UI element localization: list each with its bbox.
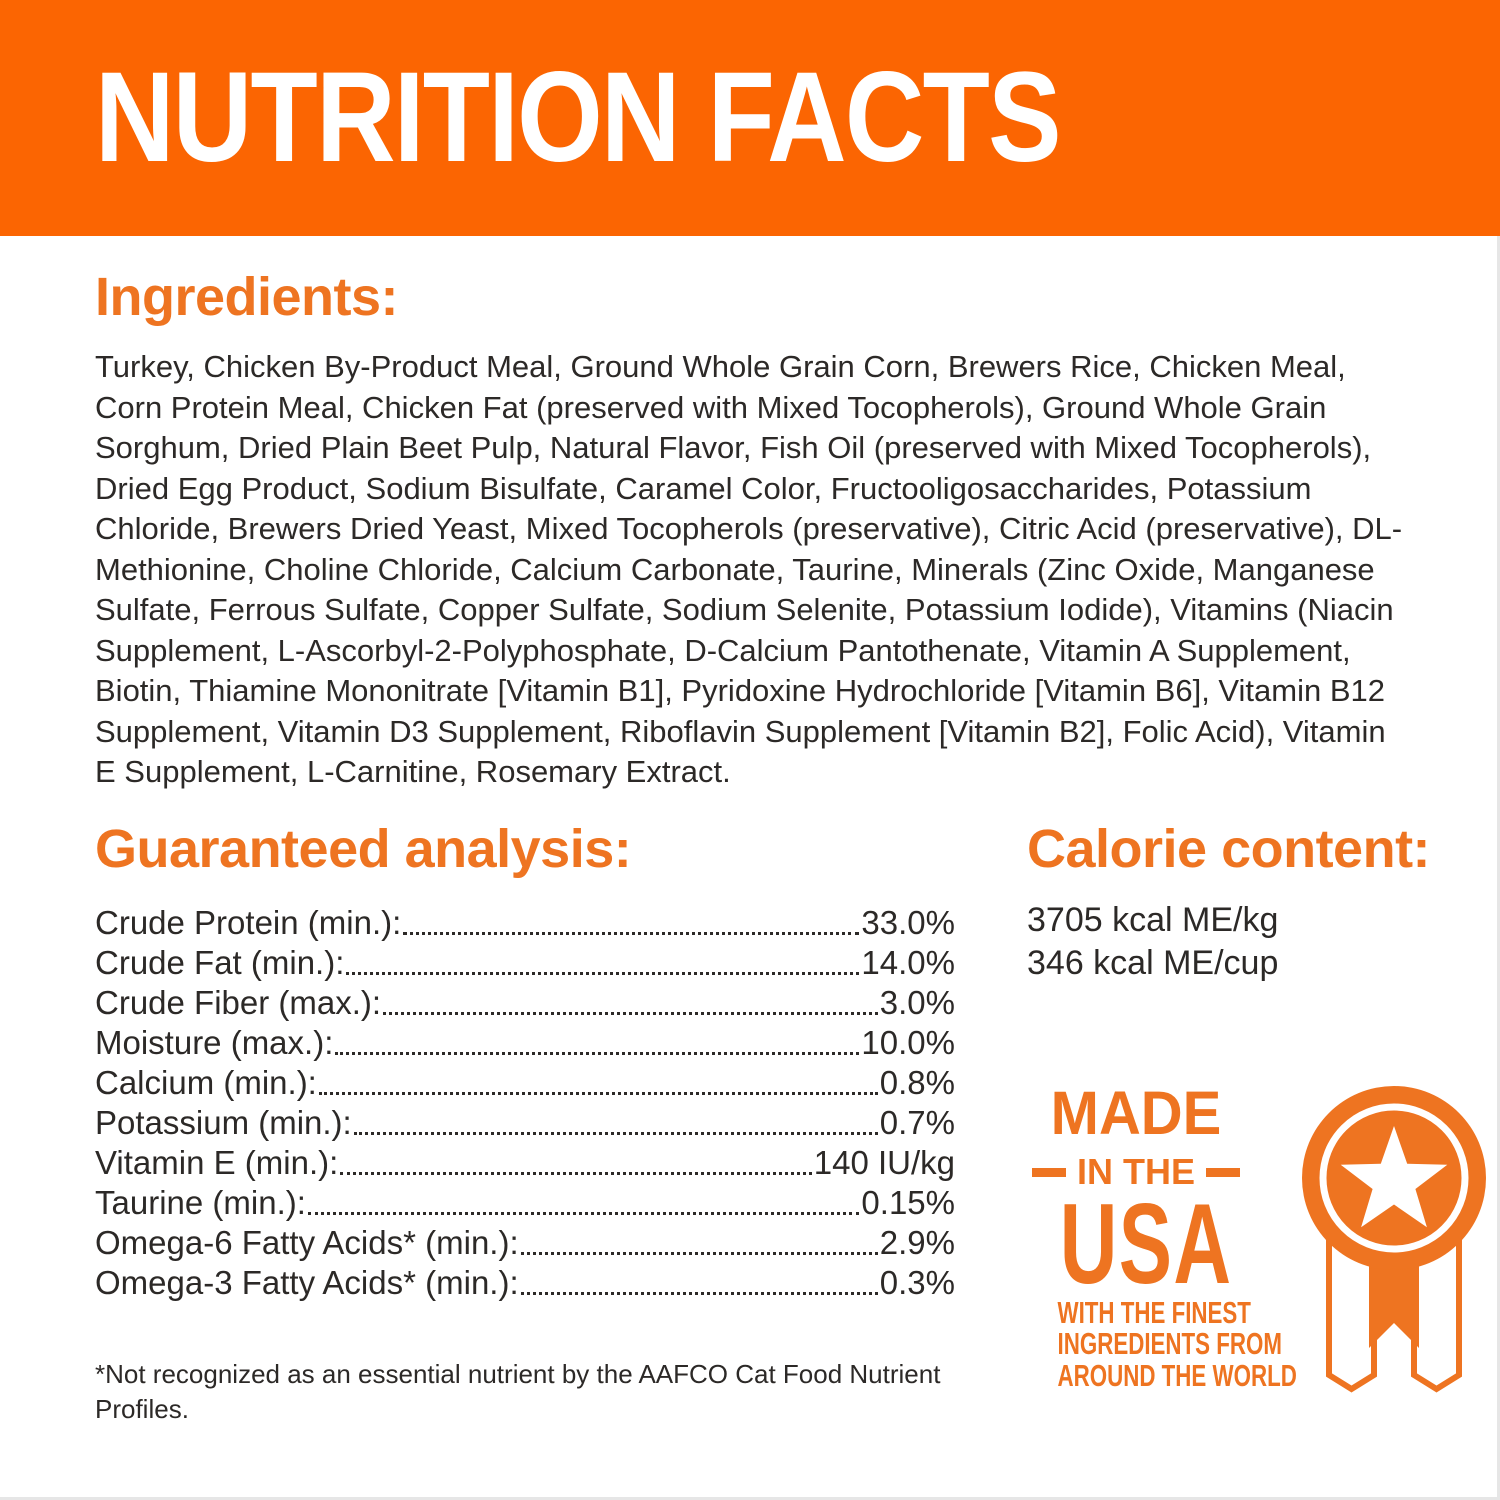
calorie-per-cup: 346 kcal ME/cup (1027, 944, 1279, 983)
analysis-value: 0.3% (879, 1264, 955, 1302)
page-title: NUTRITION FACTS (95, 46, 1062, 189)
dotted-leader (307, 1212, 860, 1216)
guaranteed-analysis-section: Guaranteed analysis: Crude Protein (min.… (95, 818, 955, 1427)
tagline-line-1: WITH THE FINEST (1057, 1294, 1251, 1330)
star-ribbon-badge-icon (1302, 1086, 1486, 1393)
dotted-leader (353, 1132, 878, 1136)
dotted-leader (403, 932, 860, 936)
analysis-row: Crude Fat (min.): 14.0% (95, 943, 955, 983)
analysis-value: 10.0% (861, 1024, 955, 1062)
columns: Guaranteed analysis: Crude Protein (min.… (95, 818, 1486, 1427)
analysis-row: Omega-3 Fatty Acids* (min.): 0.3% (95, 1263, 955, 1303)
analysis-row: Moisture (max.): 10.0% (95, 1023, 955, 1063)
analysis-label: Moisture (max.): (95, 1024, 334, 1062)
analysis-row: Potassium (min.): 0.7% (95, 1103, 955, 1143)
medal-ring (1319, 1103, 1469, 1253)
usa-label: USA (1059, 1181, 1233, 1309)
analysis-list: Crude Protein (min.): 33.0% Crude Fat (m… (95, 903, 955, 1303)
analysis-label: Taurine (min.): (95, 1184, 306, 1222)
dotted-leader (346, 972, 860, 976)
guaranteed-analysis-heading: Guaranteed analysis: (95, 818, 632, 879)
analysis-row: Omega-6 Fatty Acids* (min.): 2.9% (95, 1223, 955, 1263)
ingredients-section: Ingredients: Turkey, Chicken By-Product … (95, 267, 1405, 793)
dotted-leader (318, 1092, 878, 1096)
analysis-value: 140 IU/kg (813, 1144, 955, 1182)
ingredients-heading: Ingredients: (95, 267, 399, 327)
analysis-row: Crude Fiber (max.): 3.0% (95, 983, 955, 1023)
analysis-value: 2.9% (879, 1224, 955, 1262)
analysis-label: Omega-3 Fatty Acids* (min.): (95, 1264, 519, 1302)
analysis-label: Crude Protein (min.): (95, 904, 402, 942)
dotted-leader (335, 1052, 860, 1056)
calorie-content-section: Calorie content: 3705 kcal ME/kg 346 kca… (1027, 818, 1491, 1393)
analysis-value: 0.15% (861, 1184, 955, 1222)
calorie-per-kg: 3705 kcal ME/kg (1027, 901, 1279, 940)
analysis-value: 0.8% (879, 1064, 955, 1102)
analysis-value: 0.7% (879, 1104, 955, 1142)
analysis-label: Calcium (min.): (95, 1064, 317, 1102)
dotted-leader (383, 1012, 878, 1016)
analysis-label: Crude Fiber (max.): (95, 984, 382, 1022)
tagline-line-3: AROUND THE WORLD (1057, 1358, 1297, 1394)
dash-icon (1031, 1167, 1066, 1177)
analysis-row: Crude Protein (min.): 33.0% (95, 903, 955, 943)
analysis-label: Crude Fat (min.): (95, 944, 345, 982)
dash-icon (1206, 1167, 1240, 1177)
in-the-label: IN THE (1076, 1151, 1195, 1193)
ingredients-text: Turkey, Chicken By-Product Meal, Ground … (95, 349, 1403, 790)
made-in-usa-block: MADE IN THE USA WITH THE FINEST INGREDIE… (1027, 1083, 1491, 1393)
star-icon (1340, 1126, 1448, 1228)
dotted-leader (520, 1292, 878, 1296)
analysis-label: Vitamin E (min.): (95, 1144, 339, 1182)
analysis-row: Calcium (min.): 0.8% (95, 1063, 955, 1103)
aafco-footnote: *Not recognized as an essential nutrient… (95, 1359, 941, 1425)
analysis-row: Vitamin E (min.): 140 IU/kg (95, 1143, 955, 1183)
nutrition-facts-banner: NUTRITION FACTS (0, 0, 1500, 236)
made-in-usa-text: MADE IN THE USA WITH THE FINEST INGREDIE… (1027, 1079, 1297, 1394)
analysis-value: 14.0% (861, 944, 955, 982)
analysis-label: Potassium (min.): (95, 1104, 352, 1142)
analysis-label: Omega-6 Fatty Acids* (min.): (95, 1224, 519, 1262)
dotted-leader (340, 1172, 812, 1176)
analysis-value: 3.0% (879, 984, 955, 1022)
analysis-row: Taurine (min.): 0.15% (95, 1183, 955, 1223)
dotted-leader (520, 1252, 878, 1256)
in-the-row: IN THE (1027, 1154, 1245, 1190)
calorie-content-heading: Calorie content: (1027, 818, 1431, 879)
analysis-value: 33.0% (861, 904, 955, 942)
made-label: MADE (1050, 1079, 1222, 1148)
tagline-line-2: INGREDIENTS FROM (1057, 1326, 1282, 1362)
